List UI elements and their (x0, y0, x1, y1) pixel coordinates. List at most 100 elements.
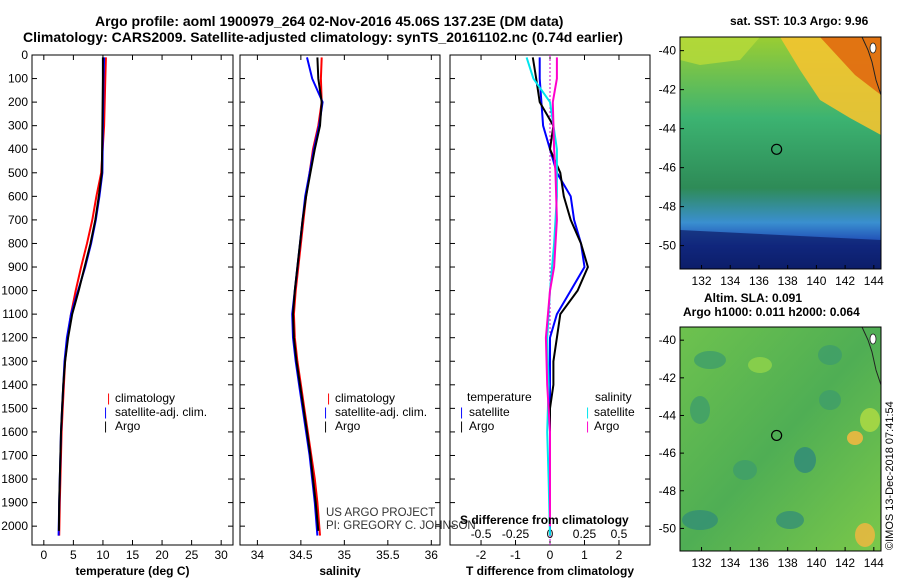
map-axes-1: 132 134 136 138 140 142 144 -40 -42 -44 -46 -48 -50 (659, 333, 884, 570)
x-tick-label: 0 (40, 548, 47, 562)
legend-label-satellite: satellite-adj. clim. (335, 405, 427, 419)
map-x-tick-label: 144 (864, 274, 884, 288)
map-x-tick-label: 138 (778, 274, 798, 288)
legend-title-salinity: salinity (595, 390, 632, 404)
x-tick-label: 1 (581, 548, 588, 562)
series-line-temperature-argo (531, 57, 589, 515)
map-x-tick-label: 142 (835, 274, 855, 288)
y-tick-label: 1500 (1, 401, 28, 415)
salinity-legend: | climatology | satellite-adj. clim. | A… (324, 391, 427, 433)
legend-mark-t-satellite: | (460, 405, 463, 419)
map-axes-0: 132 134 136 138 140 142 144 -40 -42 -44 -46 -48 -50 (659, 44, 884, 288)
legend-label-satellite: satellite-adj. clim. (115, 405, 207, 419)
map-x-tick-label: 142 (835, 556, 855, 570)
series-line-climatology (58, 57, 107, 536)
island (869, 333, 877, 345)
y-tick-label: 800 (8, 236, 28, 250)
map-x-tick-label: 136 (749, 556, 769, 570)
x-tick-label: 36 (425, 548, 439, 562)
map-y-tick-label: -50 (659, 521, 677, 535)
profile-location-marker (771, 143, 783, 155)
map-y-tick-label: -48 (659, 484, 677, 498)
legend-mark-satellite: | (104, 405, 107, 419)
legend-mark-t-argo: | (460, 419, 463, 433)
x-tick-label: 30 (214, 548, 228, 562)
legend-label-t-satellite: satellite (469, 405, 510, 419)
y-tick-label: 1100 (2, 307, 28, 321)
sla-map-title-line1: Altim. SLA: 0.091 (704, 291, 802, 305)
x-tick-label: 34.5 (289, 548, 313, 562)
profile-panel-1: 34 34.5 35 35.5 36 salinity (239, 54, 441, 578)
legend-mark-argo: | (324, 419, 327, 433)
map-y-tick-label: -44 (659, 408, 677, 422)
x-axis-label: temperature (deg C) (75, 564, 189, 578)
legend-label-argo: Argo (115, 419, 141, 433)
legend-mark-climatology: | (327, 391, 330, 405)
map-x-tick-label: 140 (806, 274, 826, 288)
map-y-tick-label: -40 (659, 44, 677, 58)
map-y-tick-label: -48 (659, 200, 677, 214)
y-tick-label: 400 (8, 142, 28, 156)
map-x-tick-label: 132 (692, 274, 712, 288)
legend-mark-satellite: | (324, 405, 327, 419)
sla-map (679, 326, 882, 552)
x-tick-label: 25 (185, 548, 199, 562)
x-tick-label: 5 (70, 548, 77, 562)
y-tick-label: 600 (8, 189, 28, 203)
watermark-line1: US ARGO PROJECT (326, 507, 435, 519)
y-tick-label: 200 (8, 95, 28, 109)
y-tick-label: 1900 (1, 496, 28, 510)
legend-mark-s-satellite: | (586, 405, 589, 419)
map-x-tick-label: 134 (720, 556, 740, 570)
y-tick-label: 1200 (1, 331, 28, 345)
map-x-tick-label: 132 (692, 556, 712, 570)
series-line-satellite-adj-clim- (291, 57, 324, 536)
map-x-tick-label: 136 (749, 274, 769, 288)
y-tick-label: 900 (8, 260, 28, 274)
map-x-tick-label: 138 (778, 556, 798, 570)
imos-stamp: ©IMOS 13-Dec-2018 07:41:54 (884, 401, 896, 550)
x-tick-label: 35.5 (376, 548, 400, 562)
coastline (861, 36, 882, 96)
profile-location-marker (771, 429, 783, 442)
s-diff-axis-label: S difference from climatology (460, 513, 629, 527)
legend-label-climatology: climatology (335, 391, 395, 405)
legend-label-t-argo: Argo (469, 419, 495, 433)
map-y-tick-label: -46 (659, 161, 677, 175)
map-y-tick-label: -42 (659, 83, 677, 97)
s-diff-tick-label: 0.5 (611, 527, 628, 541)
x-tick-label: -2 (476, 548, 487, 562)
profile-panel-2: -2 -1 0 1 2-0.5 -0.25 0 0.25 0.5T difference fro… (449, 54, 651, 578)
series-line-satellite-adj-clim- (57, 57, 106, 536)
difference-legend: temperature | satellite | Argo salinity … (460, 390, 635, 433)
map-y-tick-label: -44 (659, 122, 677, 136)
series-line-argo (57, 57, 104, 531)
s-diff-tick-label: -0.5 (471, 527, 492, 541)
map-y-tick-label: -42 (659, 371, 677, 385)
profile-panel-0: 0100200300400500600700800900100011001200… (1, 48, 234, 578)
y-tick-label: 500 (8, 166, 28, 180)
series-line-salinity-satellite (525, 57, 558, 536)
x-tick-label: 34 (251, 548, 265, 562)
temperature-legend: | climatology | satellite-adj. clim. | A… (104, 391, 207, 433)
x-tick-label: 35 (338, 548, 352, 562)
watermark-line2: PI: GREGORY C. JOHNSON (326, 520, 476, 532)
series-line-salinity-argo (544, 57, 558, 527)
series-line-argo (291, 57, 323, 531)
y-tick-label: 1000 (1, 284, 28, 298)
legend-label-climatology: climatology (115, 391, 175, 405)
map-x-tick-label: 140 (806, 556, 826, 570)
plot-frame (31, 54, 234, 546)
legend-mark-s-argo: | (586, 419, 589, 433)
sst-map (679, 36, 882, 270)
y-tick-label: 100 (8, 72, 28, 86)
x-axis-label: T difference from climatology (466, 564, 634, 578)
y-tick-label: 300 (8, 119, 28, 133)
map-x-tick-label: 144 (864, 556, 884, 570)
y-tick-label: 2000 (1, 519, 28, 533)
x-tick-label: 20 (155, 548, 169, 562)
chart-title-line1: Argo profile: aoml 1900979_264 02-Nov-20… (95, 13, 564, 29)
x-tick-label: 2 (616, 548, 623, 562)
y-tick-label: 1400 (1, 378, 28, 392)
